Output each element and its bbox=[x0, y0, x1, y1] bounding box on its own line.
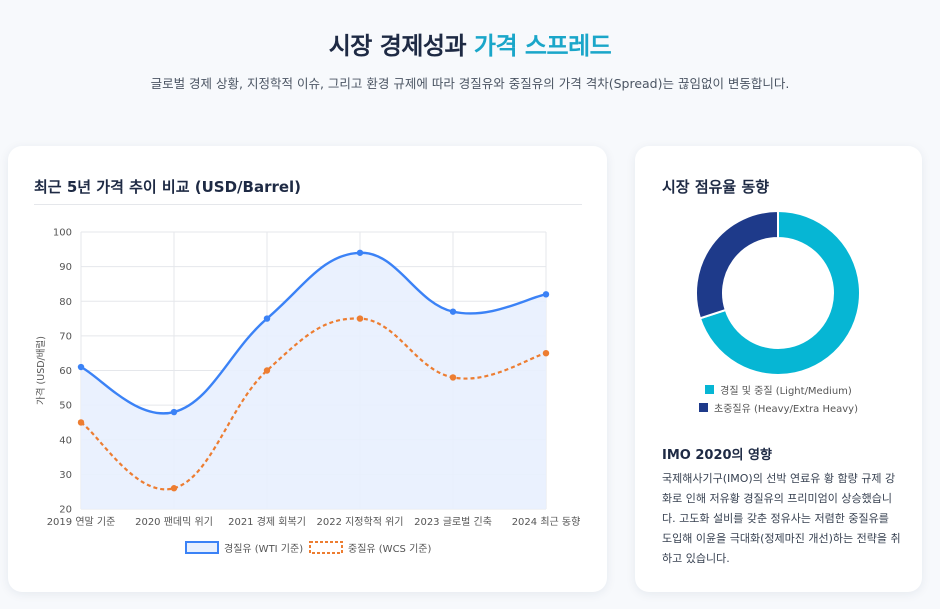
y-tick-label: 60 bbox=[59, 366, 72, 377]
title-divider bbox=[34, 204, 582, 205]
x-tick-label: 2022 지정학적 위기 bbox=[316, 515, 403, 528]
data-point-wcs bbox=[263, 367, 271, 374]
legend-swatch-wti bbox=[185, 541, 219, 554]
donut-slice-heavy bbox=[695, 209, 779, 320]
y-tick-label: 100 bbox=[53, 228, 72, 239]
legend-label-wti: 경질유 (WTI 기준) bbox=[224, 542, 303, 555]
series-wti bbox=[77, 249, 550, 509]
data-point-wti bbox=[542, 291, 550, 298]
data-point-wcs bbox=[542, 349, 550, 357]
data-point-wti bbox=[356, 249, 364, 256]
page-subtitle: 글로벌 경제 상황, 지정학적 이슈, 그리고 환경 규제에 따라 경질유와 중… bbox=[150, 76, 790, 91]
page-title-main: 시장 경제성과 bbox=[328, 32, 467, 60]
data-point-wti bbox=[263, 315, 271, 322]
y-tick-label: 20 bbox=[59, 505, 72, 516]
y-tick-label: 40 bbox=[59, 435, 72, 446]
legend-swatch-light bbox=[705, 384, 715, 394]
series-area-wti bbox=[81, 252, 546, 509]
page-title: 시장 경제성과 가격 스프레드 bbox=[0, 26, 940, 61]
market-share-card: 시장 점유율 동향 경질 및 중질 (Light/Medium) 초중질유 (H… bbox=[635, 146, 922, 592]
imo-description: 국제해사기구(IMO)의 선박 연료유 황 함량 규제 강화로 인해 저유황 경… bbox=[662, 472, 901, 565]
data-point-wcs bbox=[449, 374, 457, 381]
y-tick-label: 50 bbox=[59, 401, 72, 412]
legend-swatch-wcs bbox=[309, 541, 343, 554]
price-trend-card: 최근 5년 가격 추이 비교 (USD/Barrel) 100 90 80 70 60 5… bbox=[8, 146, 607, 592]
chart-legend: 경질유 (WTI 기준) 중질유 (WCS 기준) bbox=[185, 541, 431, 555]
legend-label-wcs: 중질유 (WCS 기준) bbox=[348, 543, 431, 555]
price-chart-title: 최근 5년 가격 추이 비교 (USD/Barrel) bbox=[34, 178, 302, 196]
x-tick-label: 2021 경제 회복기 bbox=[228, 515, 306, 528]
y-tick-label: 70 bbox=[59, 331, 72, 342]
imo-heading: IMO 2020의 영향 bbox=[662, 448, 772, 463]
y-tick-label: 30 bbox=[59, 470, 72, 481]
data-point-wti bbox=[77, 363, 85, 371]
x-tick-label: 2024 최근 동향 bbox=[512, 516, 581, 528]
donut-legend-label-heavy: 초중질유 (Heavy/Extra Heavy) bbox=[714, 403, 858, 415]
y-axis-title: 가격 (USD/배럴) bbox=[35, 336, 47, 405]
series-line-wcs bbox=[80, 317, 547, 491]
data-point-wcs bbox=[170, 485, 178, 492]
x-tick-label: 2020 팬데믹 위기 bbox=[135, 515, 213, 528]
series-wcs bbox=[77, 315, 550, 492]
donut-legend-label-light: 경질 및 중질 (Light/Medium) bbox=[720, 385, 852, 397]
x-tick-label: 2023 글로벌 긴축 bbox=[414, 516, 492, 528]
data-point-wti bbox=[449, 308, 457, 315]
market-share-donut bbox=[695, 209, 861, 376]
legend-swatch-heavy bbox=[699, 402, 708, 412]
page-title-accent: 가격 스프레드 bbox=[473, 32, 612, 60]
donut-legend-item-heavy[interactable]: 초중질유 (Heavy/Extra Heavy) bbox=[635, 398, 922, 416]
series-line-wti bbox=[80, 251, 547, 415]
donut-slice-light bbox=[698, 209, 861, 376]
market-share-title: 시장 점유율 동향 bbox=[662, 178, 770, 196]
donut-legend-item-light[interactable]: 경질 및 중질 (Light/Medium) bbox=[635, 380, 922, 398]
data-point-wcs bbox=[356, 315, 364, 322]
x-tick-label: 2019 연말 기준 bbox=[47, 516, 116, 528]
donut-legend: 경질 및 중질 (Light/Medium) 초중질유 (Heavy/Extra… bbox=[635, 380, 922, 416]
data-point-wti bbox=[170, 408, 178, 416]
data-point-wcs bbox=[77, 419, 85, 426]
y-tick-label: 80 bbox=[59, 297, 72, 308]
y-tick-label: 90 bbox=[59, 262, 72, 273]
